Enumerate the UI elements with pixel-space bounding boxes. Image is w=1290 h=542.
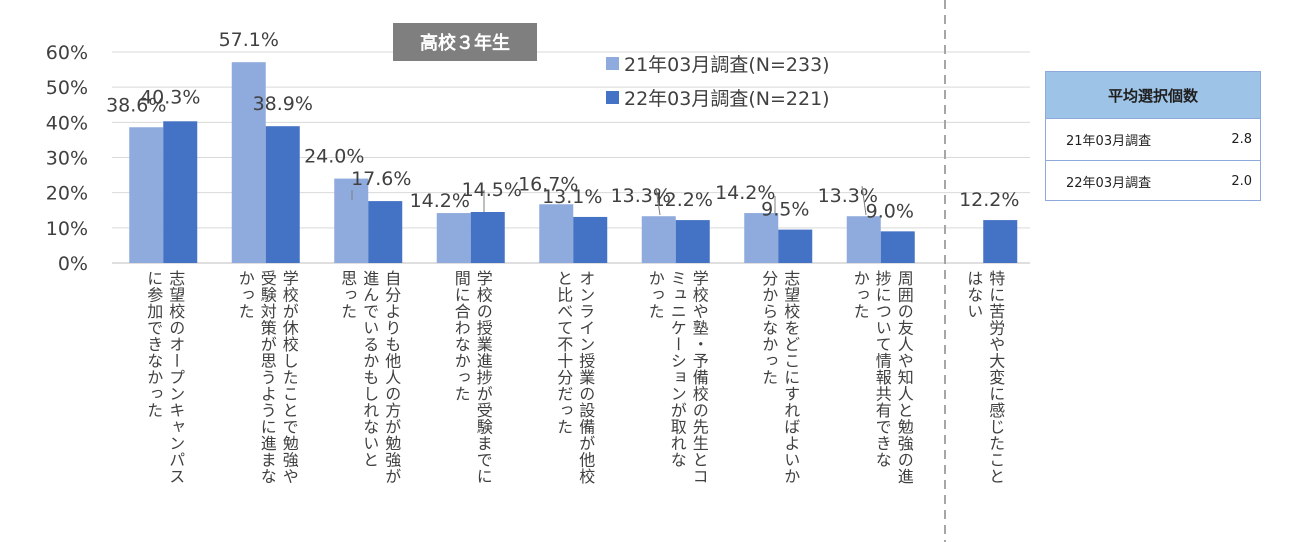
category-label-line: 学校の授業進捗が受験までに: [473, 270, 493, 485]
category-label-line: 思った: [338, 270, 358, 320]
data-label: 24.0%: [304, 146, 364, 168]
category-label-line: オンライン授業の設備が他校: [576, 270, 596, 485]
category-label-line: 特に苦労や大変に感じたこと: [986, 270, 1006, 485]
leader-line: [655, 187, 661, 216]
category-label-line: はない: [964, 270, 984, 320]
category-label-line: 進んでいるかもしれないと: [360, 270, 380, 468]
data-label: 14.2%: [715, 182, 775, 204]
bar-2021: [436, 213, 471, 263]
category-label: 周囲の友人や知人と勉強の進 捗について情報共有できな かった: [849, 270, 915, 542]
average-table-row: 21年03月調査 2.8: [1046, 119, 1260, 160]
category-label-line: 受験対策が思うように進まな: [257, 270, 277, 485]
legend-label: 21年03月調査(N=233): [624, 54, 830, 76]
grade-badge: 高校３年生: [393, 23, 537, 61]
data-label: 9.5%: [761, 199, 809, 221]
bar-2022: [368, 201, 403, 263]
data-label: 40.3%: [140, 86, 200, 108]
category-label-line: 志望校をどこにすればよいか: [781, 270, 801, 485]
bar-2021: [846, 216, 881, 263]
data-label: 9.0%: [866, 200, 914, 222]
category-label: 自分よりも他人の方が勉強が 進んでいるかもしれないと 思った: [336, 270, 402, 542]
data-label: 16.7%: [518, 173, 578, 195]
category-label-line: と比べて不十分だった: [554, 270, 574, 435]
y-tick-label: 40%: [46, 112, 88, 134]
category-label: 志望校をどこにすればよいか 分からなかった: [757, 270, 801, 542]
legend-label: 22年03月調査(N=221): [624, 88, 830, 110]
average-row-value: 2.0: [1231, 174, 1252, 189]
y-tick-label: 10%: [46, 218, 88, 240]
bar-2022: [675, 220, 710, 263]
legend-swatch: [606, 91, 619, 104]
data-label: 14.5%: [462, 179, 522, 201]
data-label: 17.6%: [351, 168, 411, 190]
leader-line: [861, 185, 867, 216]
data-label: 13.1%: [542, 186, 602, 208]
category-label-line: かった: [850, 270, 870, 320]
category-label-line: に参加できなかった: [144, 270, 164, 419]
category-label-line: 学校や塾・予備校の先生とコ: [689, 270, 709, 485]
category-label: 学校が休校したことで勉強や 受験対策が思うように進まな かった: [234, 270, 300, 542]
data-label: 38.6%: [106, 94, 166, 116]
bar-2021: [744, 213, 779, 263]
bar-2021: [641, 216, 676, 263]
data-label: 13.3%: [611, 185, 671, 207]
y-tick-label: 20%: [46, 183, 88, 205]
category-label-line: 志望校のオープンキャンパス: [166, 270, 186, 485]
category-label: 学校の授業進捗が受験までに 間に合わなかった: [450, 270, 494, 542]
bar-2021: [539, 204, 574, 263]
category-label-line: 捗について情報共有できな: [872, 270, 892, 468]
category-label-line: 分からなかった: [759, 270, 779, 386]
y-tick-label: 60%: [46, 42, 88, 64]
category-label: 学校や塾・予備校の先生とコ ミュニケーションが取れな かった: [644, 270, 710, 542]
average-table-title: 平均選択個数: [1046, 72, 1260, 119]
category-label: オンライン授業の設備が他校 と比べて不十分だった: [552, 270, 596, 542]
category-label-line: かった: [235, 270, 255, 320]
category-label: 特に苦労や大変に感じたこと はない: [962, 270, 1006, 542]
data-label: 12.2%: [653, 189, 713, 211]
bar-2022: [470, 212, 505, 263]
y-tick-label: 0%: [58, 253, 88, 275]
bar-2021: [334, 178, 369, 263]
category-label-line: 間に合わなかった: [451, 270, 471, 402]
bar-2022: [983, 220, 1018, 263]
bar-2022: [778, 229, 813, 263]
data-label: 38.9%: [253, 93, 313, 115]
y-tick-label: 30%: [46, 148, 88, 170]
y-tick-label: 50%: [46, 77, 88, 99]
average-row-label: 21年03月調査: [1066, 134, 1152, 149]
category-label-line: 周囲の友人や知人と勉強の進: [894, 270, 914, 485]
average-selection-table: 平均選択個数 21年03月調査 2.8 22年03月調査 2.0: [1045, 71, 1261, 201]
data-label: 57.1%: [219, 29, 279, 51]
average-row-value: 2.8: [1231, 132, 1252, 147]
bar-2021: [231, 62, 266, 263]
average-row-label: 22年03月調査: [1066, 176, 1152, 191]
bar-2022: [163, 121, 198, 263]
bar-2021: [129, 127, 164, 263]
average-table-row: 22年03月調査 2.0: [1046, 160, 1260, 202]
bar-2022: [880, 231, 915, 263]
bar-2022: [265, 126, 300, 264]
category-label-line: 自分よりも他人の方が勉強が: [382, 270, 402, 485]
bar-2022: [573, 216, 608, 263]
category-label-line: ミュニケーションが取れな: [667, 270, 687, 468]
legend-swatch: [606, 57, 619, 70]
category-label-line: かった: [645, 270, 665, 320]
data-label: 14.2%: [410, 190, 470, 212]
category-label-line: 学校が休校したことで勉強や: [279, 270, 299, 485]
data-label: 12.2%: [959, 189, 1019, 211]
category-label: 志望校のオープンキャンパス に参加できなかった: [142, 270, 186, 542]
